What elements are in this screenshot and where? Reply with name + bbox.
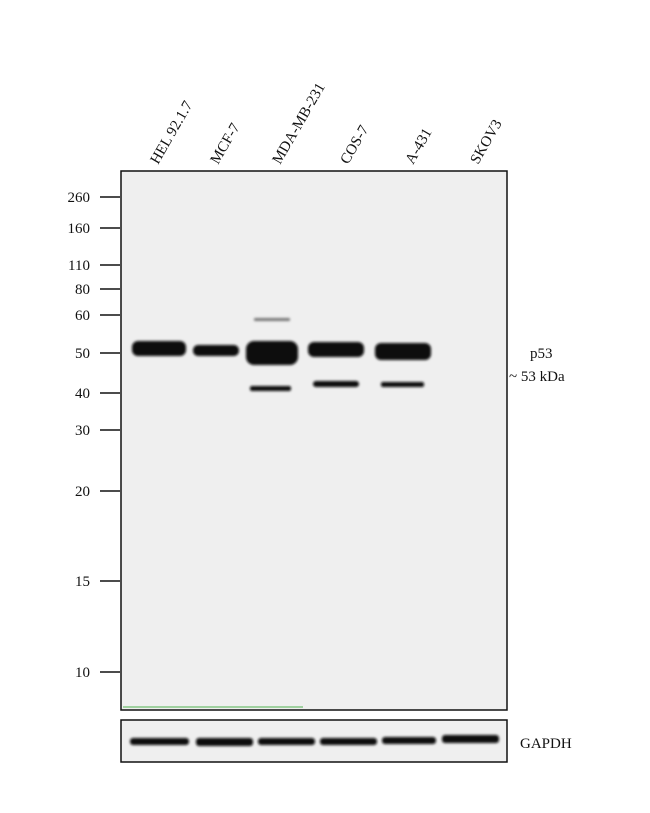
band bbox=[132, 341, 186, 356]
band bbox=[250, 386, 291, 391]
marker-label: 80 bbox=[75, 282, 90, 298]
band bbox=[196, 738, 253, 746]
band bbox=[193, 345, 239, 356]
blot-panel bbox=[120, 170, 508, 711]
band bbox=[308, 342, 364, 357]
band bbox=[258, 738, 315, 745]
bands bbox=[132, 318, 431, 391]
band bbox=[320, 738, 377, 745]
marker-label: 40 bbox=[75, 386, 90, 402]
marker-label: 30 bbox=[75, 423, 90, 439]
marker-label: 10 bbox=[75, 665, 90, 681]
lane-label: SKOV3 bbox=[468, 117, 506, 167]
marker-label: 20 bbox=[75, 484, 90, 500]
loading-control-label: GAPDH bbox=[520, 736, 572, 752]
marker-label: 15 bbox=[75, 574, 90, 590]
marker-label: 110 bbox=[68, 258, 90, 274]
band bbox=[375, 343, 431, 360]
lane-label: A-431 bbox=[403, 126, 436, 167]
lane-label: HEL 92.1.7 bbox=[148, 98, 197, 167]
marker-label: 260 bbox=[68, 190, 91, 206]
band bbox=[382, 737, 436, 744]
lane-label: COS-7 bbox=[338, 122, 373, 167]
band bbox=[254, 318, 290, 321]
marker-label: 160 bbox=[68, 221, 91, 237]
marker-label: 60 bbox=[75, 308, 90, 324]
lane-label: MDA-MB-231 bbox=[270, 80, 329, 167]
band bbox=[313, 381, 359, 387]
target-name: p53 bbox=[530, 346, 553, 362]
lane-label: MCF-7 bbox=[208, 120, 244, 167]
band bbox=[381, 382, 424, 387]
band bbox=[442, 735, 499, 743]
band bbox=[130, 738, 189, 745]
marker-label: 50 bbox=[75, 346, 90, 362]
target-size: ~ 53 kDa bbox=[509, 369, 565, 385]
band bbox=[246, 341, 298, 365]
gapdh-bands bbox=[130, 735, 499, 746]
